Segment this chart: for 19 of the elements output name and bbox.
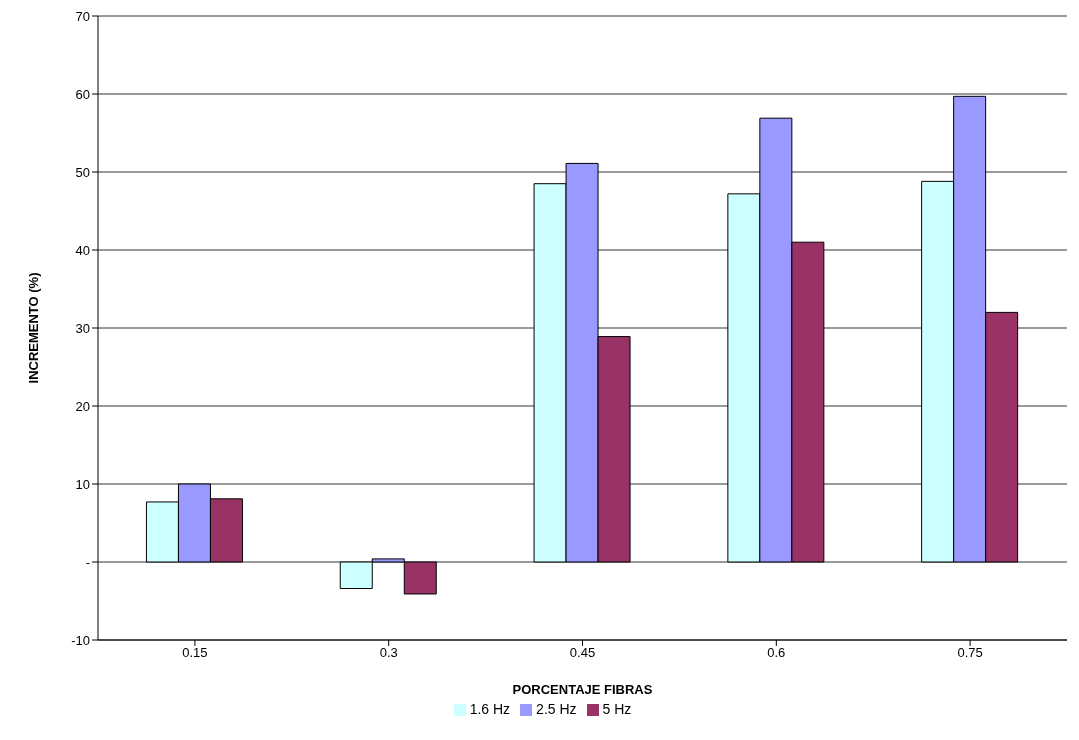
x-tick-label: 0.75 <box>957 645 983 661</box>
y-tick-label: 30 <box>75 320 90 336</box>
y-tick-label: 50 <box>75 164 90 180</box>
y-axis-title: INCREMENTO (%) <box>25 272 41 384</box>
x-tick-label: 0.45 <box>569 645 596 661</box>
x-tick-label: 0.3 <box>379 645 398 661</box>
legend-label: 5 Hz <box>602 701 632 717</box>
y-tick-label: -10 <box>71 632 90 648</box>
y-tick-label: 40 <box>75 242 90 258</box>
y-tick-label: 60 <box>75 86 90 102</box>
x-tick-label: 0.15 <box>182 645 208 661</box>
legend-label: 1.6 Hz <box>469 701 511 717</box>
y-tick-label: 20 <box>75 398 90 414</box>
y-tick-label: - <box>85 554 90 570</box>
x-tick-label: 0.6 <box>767 645 786 661</box>
y-tick-label: 70 <box>75 8 90 24</box>
y-tick-label: 10 <box>75 476 90 492</box>
legend-label: 2.5 Hz <box>536 701 577 717</box>
x-axis-title: PORCENTAJE FIBRAS <box>512 682 653 697</box>
